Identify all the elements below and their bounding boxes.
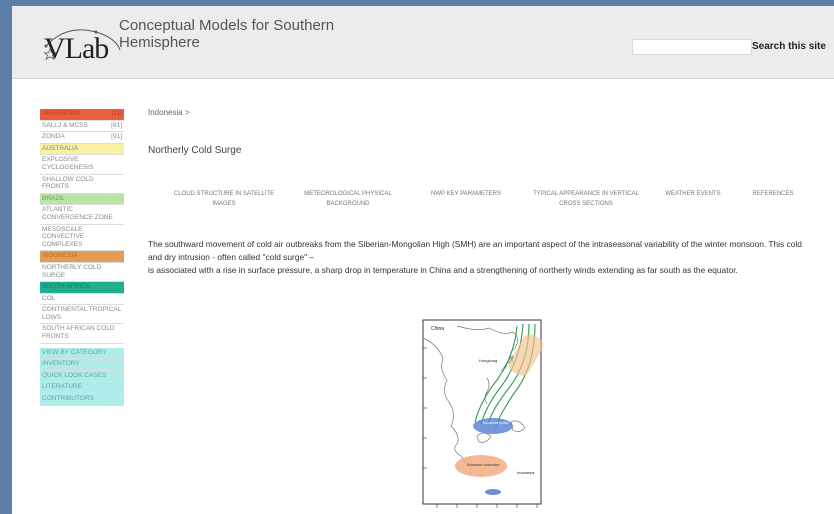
sidebar-item-inventory[interactable]: INVENTORY [40, 359, 124, 371]
sidebar-item-label: ARGENTINA [42, 110, 80, 117]
tab-weather-events[interactable]: WEATHER EVENTS [648, 189, 738, 199]
tab-nwp-key-parameters[interactable]: NWP KEY PARAMETERS [416, 189, 516, 199]
sidebar-item-count: [91] [111, 133, 122, 141]
sidebar-item-mesoscale-convective-complexes[interactable]: MESOSCALE CONVECTIVE COMPLEXES [40, 225, 124, 252]
sidebar-item-view-by-category[interactable]: VIEW BY CATEGORY [40, 347, 124, 360]
page-frame: VLab Conceptual Models for Southern Hemi… [12, 6, 834, 514]
sidebar-item-northerly-cold-surge[interactable]: NORTHERLY COLD SURGE [40, 263, 124, 283]
cold-surge-map: China Hongkong Cold surge Equatorial vor… [422, 319, 544, 508]
body-paragraph: is associated with a rise in surface pre… [148, 265, 738, 275]
sidebar-item-contributors[interactable]: CONTRIBUTORS [40, 394, 124, 406]
page-title: Northerly Cold Surge [148, 145, 242, 156]
equatorial-vortex-oval [473, 418, 513, 434]
tab-label: BACKGROUND [326, 201, 370, 207]
body-paragraph: The southward movement of cold air outbr… [148, 239, 802, 262]
tab-label: TYPICAL APPEARANCE IN VERTICAL [533, 191, 639, 197]
borneo-outline [476, 432, 492, 443]
philippines-outline [484, 377, 490, 405]
surge-shading [508, 334, 544, 376]
sidebar-item-zonda[interactable]: ZONDA [91] [40, 132, 124, 144]
tab-vertical-cross-sections[interactable]: TYPICAL APPEARANCE IN VERTICAL CROSS SEC… [518, 189, 654, 209]
sidebar-item-south-african-cold-fronts[interactable]: SOUTH AFRICAN COLD FRONTS [40, 324, 124, 344]
tab-label: IMAGES [212, 201, 236, 207]
sidebar-item-argentina[interactable]: ARGENTINA [11] [40, 109, 124, 121]
sidebar-item-indonesia[interactable]: INDONESIA [40, 251, 124, 263]
vlab-logo[interactable]: VLab [36, 22, 132, 78]
sulawesi-outline [510, 420, 526, 432]
sidebar-item-count: [81] [111, 121, 122, 129]
sidebar-item-south-africa[interactable]: SOUTH AFRICA [40, 282, 124, 294]
tab-references[interactable]: REFERENCES [738, 189, 808, 199]
sidebar-item-quick-look-cases[interactable]: QUICK LOOK CASES [40, 370, 124, 383]
map-axis-ticks [423, 347, 538, 508]
breadcrumb[interactable]: Indonesia > [148, 108, 190, 117]
site-header: VLab Conceptual Models for Southern Hemi… [12, 6, 834, 79]
sidebar-item-explosive-cyclogenesis[interactable]: EXPLOSIVE CYCLOGENESIS [40, 155, 124, 175]
tab-label: CROSS SECTIONS [559, 201, 613, 207]
enhanced-convection-oval [455, 455, 507, 477]
sidebar-item-continental-tropical-lows[interactable]: CONTINENTAL TROPICAL LOWS [40, 305, 124, 325]
cold-surge-map-figure: China Hongkong Cold surge Equatorial vor… [417, 318, 545, 514]
tab-cloud-structure[interactable]: CLOUD STRUCTURE IN SATELLITE IMAGES [154, 189, 294, 209]
sidebar-item-shallow-cold-fronts[interactable]: SHALLOW COLD FRONTS [40, 175, 124, 194]
tab-label: REFERENCES [752, 191, 794, 197]
sidebar-item-label: ZONDA [42, 133, 65, 141]
sidebar-item-atlantic-convergence-zone[interactable]: ATLANTIC CONVERGENCE ZONE [40, 205, 124, 225]
tab-label: METEOROLOGICAL PHYSICAL [304, 191, 392, 197]
surge-line [474, 325, 518, 423]
article-body: The southward movement of cold air outbr… [148, 238, 812, 277]
tab-label: NWP KEY PARAMETERS [430, 191, 502, 197]
site-title[interactable]: Conceptual Models for Southern Hemispher… [119, 17, 335, 51]
sidebar-nav: ARGENTINA [11] SALLJ & MCSs [81] ZONDA [… [40, 109, 124, 406]
sidebar-item-col[interactable]: COL [40, 294, 124, 306]
tab-label: CLOUD STRUCTURE IN SATELLITE [173, 191, 275, 197]
sidebar-item-count: [11] [111, 110, 122, 117]
sidebar-item-brazil[interactable]: BRAZIL [40, 193, 124, 206]
map-label: Indonesia [517, 470, 535, 475]
tab-meteorological-background[interactable]: METEOROLOGICAL PHYSICAL BACKGROUND [288, 189, 408, 209]
map-label: China [431, 326, 444, 332]
surge-line [480, 323, 524, 425]
sidebar-item-literature[interactable]: LITERATURE [40, 382, 124, 395]
sidebar-item-australia[interactable]: AUSTRALIA [40, 143, 124, 156]
section-tabs: CLOUD STRUCTURE IN SATELLITE IMAGES METE… [148, 189, 808, 219]
search-input[interactable] [632, 39, 752, 55]
logo-swoosh-icon [43, 29, 121, 60]
small-oval [485, 489, 501, 495]
sidebar-item-label: SALLJ & MCSs [42, 121, 88, 129]
map-label: Hongkong [479, 358, 497, 363]
logo-text: VLab [44, 32, 109, 65]
map-label: Enhanced convection [467, 463, 500, 467]
map-label: Equatorial vortex [483, 421, 509, 425]
sidebar-item-sallj-mcs[interactable]: SALLJ & MCSs [81] [40, 121, 124, 133]
search-button[interactable]: Search this site [752, 39, 826, 55]
tab-label: WEATHER EVENTS [665, 191, 721, 197]
mainland-coastline [422, 337, 471, 475]
